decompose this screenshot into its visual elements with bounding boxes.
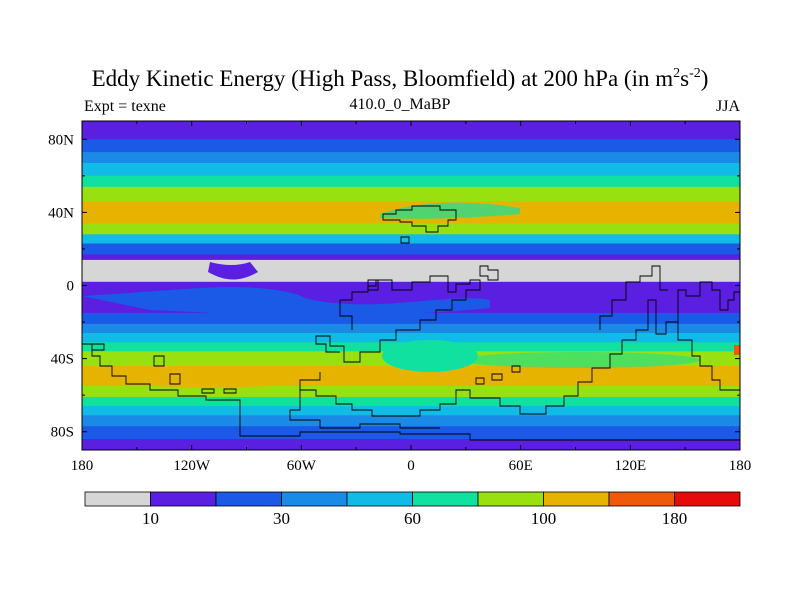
eke-band-20 [82,397,740,407]
eke-band-11 [82,259,740,283]
blue-pool [82,287,490,316]
coastline-0 [382,205,457,233]
colorbar-label: 100 [531,509,557,528]
coastline-10 [169,373,181,385]
eke-band-8 [82,234,740,244]
y-tick-label: 0 [67,279,75,295]
coastline-17 [511,365,521,373]
colorbar-box-9 [674,491,741,507]
season-label: JJA [715,98,740,115]
coastline-11 [153,355,165,367]
eke-band-1 [82,139,740,153]
chart-title: Eddy Kinetic Energy (High Pass, Bloomfie… [91,66,709,91]
colorbar-label: 30 [273,509,290,528]
coastline-18 [299,372,321,390]
eke-band-2 [82,152,740,164]
eke-band-14 [82,323,740,334]
eke-band-24 [82,439,740,450]
colorbar-label: 10 [142,509,159,528]
eke-band-4 [82,175,740,188]
orange-patch [734,345,740,355]
x-tick-label: 60E [509,458,533,474]
x-tick-label: 60W [287,458,317,474]
coastline-3 [289,281,740,429]
y-tick-label: 80N [48,132,74,148]
colorbar-box-2 [215,491,282,507]
eke-band-15 [82,333,740,343]
period-label: 410.0_0_MaBP [349,96,451,113]
coastline-12 [201,388,215,394]
purple-notch [208,262,258,280]
coastline-1 [400,236,410,244]
axis-ticks: 180 120W 60W 0 60E 120E 180 80N 40N 0 40S 80S [48,121,751,474]
green-tongue-n [380,202,520,219]
yellow-core-s [120,368,300,388]
experiment-label: Expt = texne [84,98,166,115]
coastline-2 [82,343,740,441]
eke-band-0 [82,121,740,140]
colorbar-label: 180 [662,509,688,528]
eke-band-3 [82,163,740,177]
colorbar-label: 60 [404,509,421,528]
coastline-4 [315,275,481,363]
colorbar-box-5 [412,491,479,507]
continent-outlines [82,205,740,441]
coastline-7 [367,279,379,291]
colorbar: 10 30 60 100 180 [84,491,741,528]
coastline-9 [677,322,740,391]
eke-band-13 [82,312,740,325]
x-tick-label: 180 [71,458,94,474]
coastline-15 [475,377,485,385]
colorbar-box-1 [150,491,217,507]
eke-field [82,121,740,450]
y-tick-label: 80S [51,425,74,441]
eke-band-10 [82,254,740,261]
colorbar-box-7 [543,491,610,507]
colorbar-box-8 [608,491,675,507]
eke-band-5 [82,186,740,202]
x-tick-label: 120W [173,458,211,474]
eke-band-22 [82,415,740,427]
eke-band-19 [82,386,740,398]
eke-band-7 [82,223,740,235]
y-tick-label: 40N [48,205,74,221]
coastline-5 [339,300,353,330]
eke-band-9 [82,243,740,256]
green-east [460,352,700,368]
x-tick-label: 180 [729,458,752,474]
green-bulge [382,340,478,372]
x-tick-label: 0 [407,458,415,474]
coastline-16 [491,373,503,381]
y-tick-label: 40S [51,352,74,368]
coastline-14 [92,343,105,351]
coastline-6 [479,265,499,281]
eke-band-21 [82,406,740,416]
colorbar-box-0 [84,491,151,507]
colorbar-box-4 [346,491,413,507]
colorbar-box-6 [477,491,544,507]
coastline-13 [223,388,237,394]
coastline-8 [599,265,668,330]
x-tick-label: 120E [614,458,646,474]
colorbar-box-3 [281,491,348,507]
